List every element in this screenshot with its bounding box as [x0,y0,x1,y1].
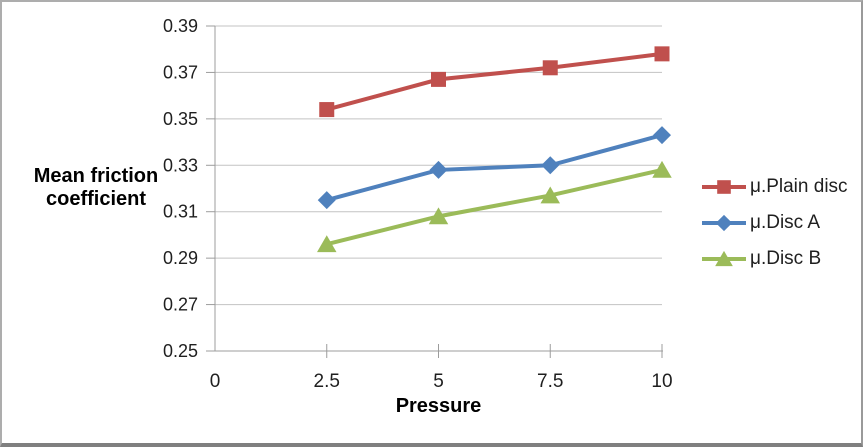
legend-marker-square-icon [702,180,746,194]
x-tick-label: 2.5 [314,371,340,392]
data-point-marker-plain-disc[interactable] [319,102,335,118]
legend-marker-sample [715,214,733,232]
y-axis-title: Mean friction coefficient [33,165,159,210]
data-point-marker-disc-b[interactable] [317,235,337,253]
legend-marker-diamond-icon [702,214,746,232]
x-tick-label: 7.5 [537,371,563,392]
y-tick-label: 0.35 [163,109,198,129]
legend-item-disc-a[interactable]: μ.Disc A [702,205,861,241]
series-line-plain-disc[interactable] [324,51,664,112]
x-tick-label: 0 [210,371,221,392]
legend-marker-sample [717,180,731,194]
series-line-disc-b[interactable] [324,167,664,247]
data-point-marker-disc-b[interactable] [540,186,561,204]
y-tick-label: 0.39 [163,16,198,36]
data-point-marker-disc-b[interactable] [652,160,672,178]
data-point-marker-disc-a[interactable] [317,191,336,210]
data-point-marker-plain-disc[interactable] [542,60,558,76]
x-tick-label: 10 [651,371,672,392]
series-plain-disc [319,46,670,118]
data-point-marker-disc-a[interactable] [541,156,560,175]
data-point-marker-plain-disc[interactable] [654,46,670,62]
data-point-marker-plain-disc[interactable] [431,71,446,87]
legend-marker-sample [715,250,733,267]
legend-label: μ.Disc A [750,212,821,233]
y-tick-label: 0.27 [163,295,198,315]
y-tick-label: 0.37 [163,62,198,82]
series-disc-b [317,160,672,253]
y-tick-label: 0.31 [163,202,198,222]
data-point-marker-disc-a[interactable] [429,160,448,179]
legend: μ.Plain disc μ.Disc A μ.Disc B [702,169,861,277]
y-tick-label: 0.33 [163,155,198,175]
legend-label: μ.Plain disc [750,176,848,197]
x-tick-label: 5 [433,371,444,392]
legend-item-plain-disc[interactable]: μ.Plain disc [702,169,861,205]
legend-label: μ.Disc B [750,248,822,269]
series-line-disc-a[interactable] [324,133,664,203]
series-disc-a [317,126,671,210]
legend-marker-triangle-icon [702,250,746,267]
x-axis-title: Pressure [395,395,482,417]
y-tick-label: 0.25 [163,341,198,361]
data-point-marker-disc-b[interactable] [428,207,449,225]
data-point-marker-disc-a[interactable] [653,126,671,145]
legend-item-disc-b[interactable]: μ.Disc B [702,241,861,277]
y-tick-label: 0.29 [163,248,198,268]
